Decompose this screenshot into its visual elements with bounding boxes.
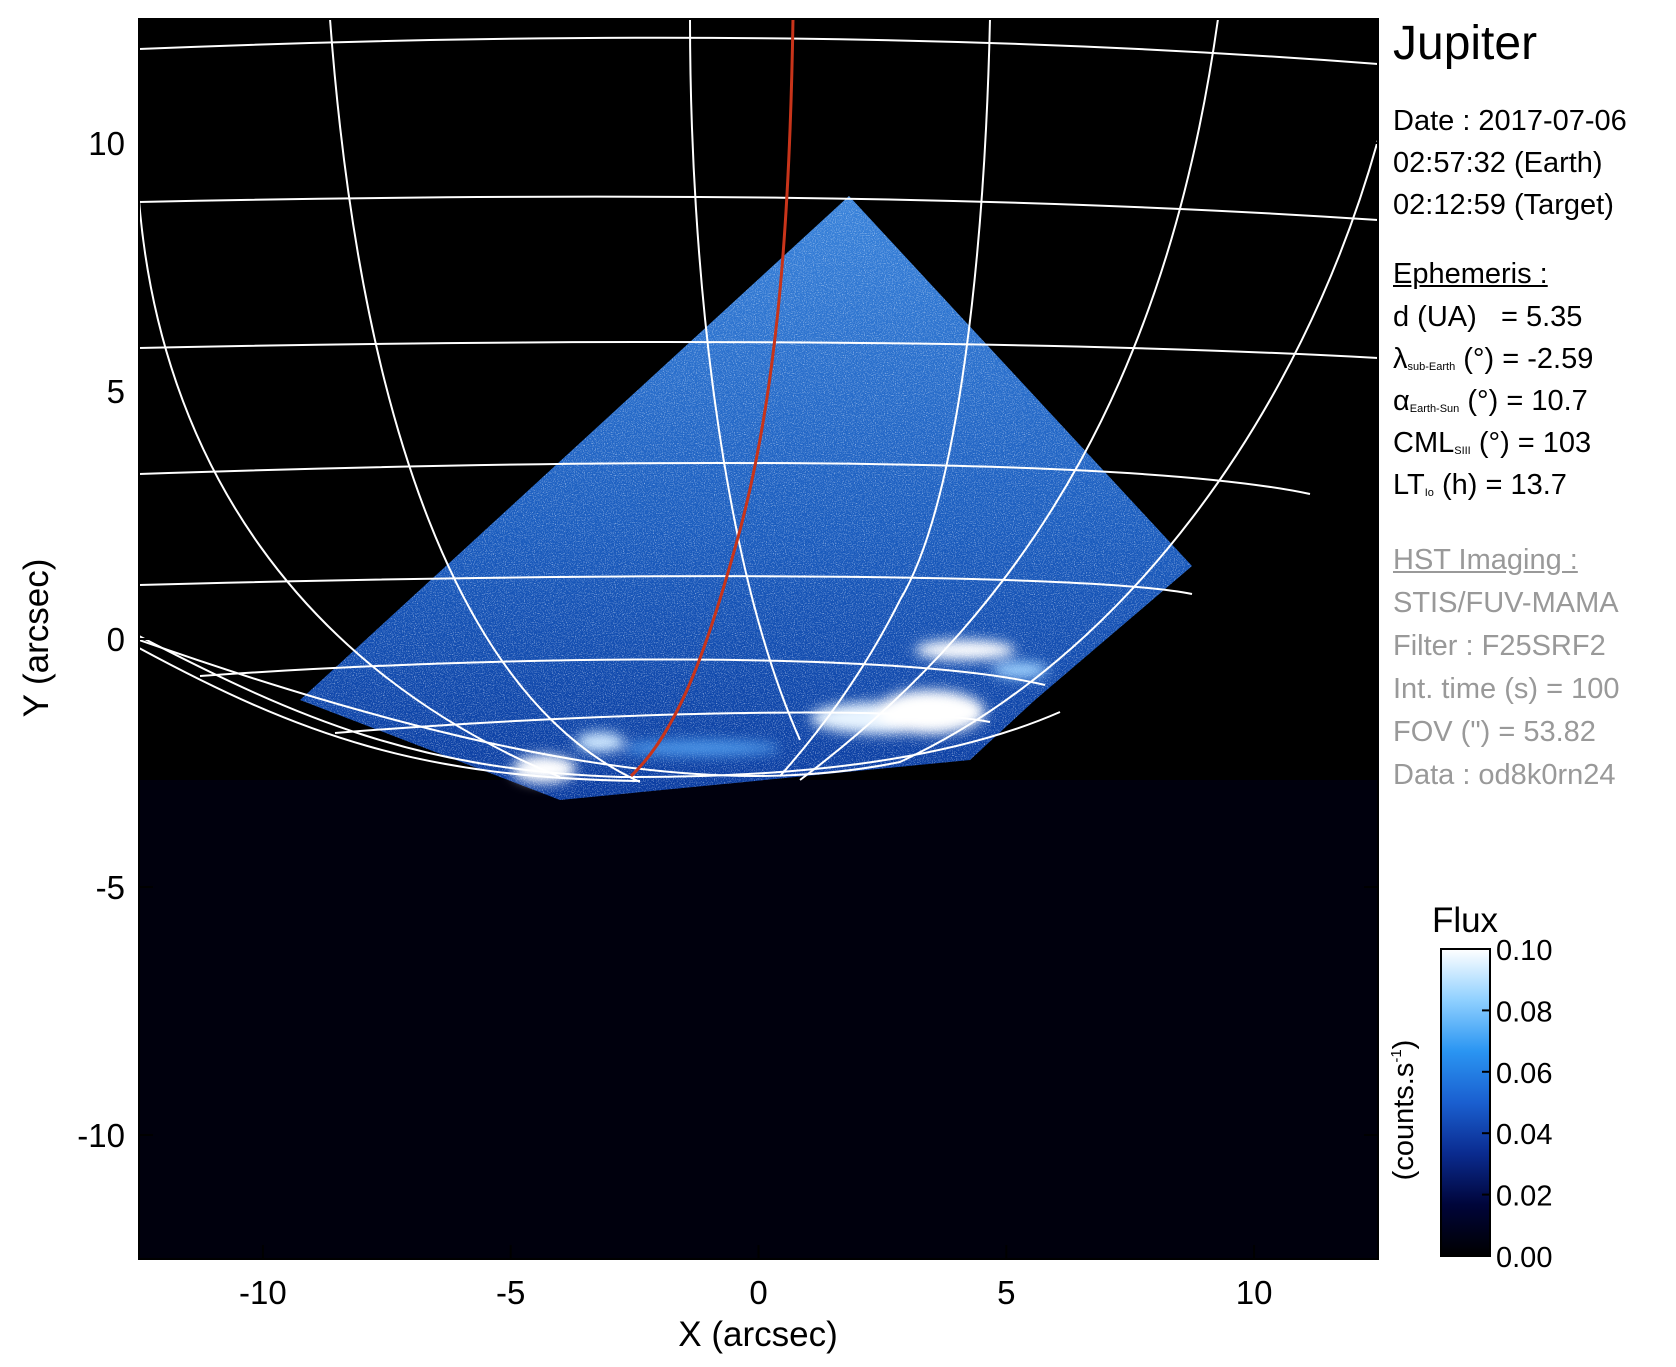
hst-dataset-id: Data : od8k0rn24: [1393, 759, 1616, 791]
planetary-grid: [139, 19, 1378, 783]
colorbar-title: Flux: [1432, 901, 1499, 940]
hst-integration-time: Int. time (s) = 100: [1393, 673, 1620, 705]
latitude-line: [139, 575, 1193, 595]
longitude-line: [779, 19, 991, 777]
colorbar-unit-label: (counts.s-1): [1388, 1040, 1420, 1181]
longitude-line: [799, 19, 1219, 781]
colorbar: [1440, 948, 1491, 1257]
latitude-line: [334, 711, 991, 734]
colorbar-tick-label: 0.06: [1496, 1058, 1552, 1090]
x-tick-label: 0: [749, 1274, 767, 1311]
observation-target-time: 02:12:59 (Target): [1393, 189, 1614, 221]
y-tick-label: 10: [88, 125, 125, 162]
y-axis-ticks: -10 -5 0 5 10: [77, 125, 1378, 1154]
ephemeris-cml: CMLSIII (°) = 103: [1393, 427, 1592, 459]
latitude-line: [199, 658, 1046, 686]
latitude-line: [139, 647, 641, 782]
hst-field-of-view: FOV (") = 53.82: [1393, 716, 1596, 748]
longitude-line: [329, 19, 641, 783]
latitude-line: [139, 341, 1378, 359]
colorbar-tick-label: 0.04: [1496, 1119, 1552, 1151]
y-tick-label: 0: [107, 621, 125, 658]
y-tick-label: -10: [77, 1117, 125, 1154]
colorbar-tick-label: 0.02: [1496, 1181, 1552, 1213]
hst-header: HST Imaging :: [1393, 544, 1578, 576]
hst-filter: Filter : F25SRF2: [1393, 630, 1606, 662]
colorbar-tick-label: 0.00: [1496, 1242, 1552, 1274]
lower-faint-background: [139, 780, 1378, 1259]
y-tick-label: -5: [96, 869, 125, 906]
ephemeris-distance: d (UA) = 5.35: [1393, 301, 1583, 333]
y-tick-label: 5: [107, 373, 125, 410]
x-tick-label: 10: [1236, 1274, 1273, 1311]
x-tick-label: 5: [997, 1274, 1015, 1311]
latitude-line: [139, 635, 1061, 779]
latitude-line: [139, 36, 1378, 65]
ephemeris-header: Ephemeris :: [1393, 258, 1548, 290]
limb: [139, 139, 1378, 777]
latitude-line: [139, 462, 1311, 495]
image-panel: [139, 19, 1378, 1259]
x-tick-label: -5: [496, 1274, 525, 1311]
x-axis-label: X (arcsec): [678, 1315, 837, 1354]
colorbar-tick-label: 0.08: [1496, 996, 1552, 1028]
colorbar-tick-label: 0.10: [1496, 935, 1552, 967]
longitude-line: [139, 199, 561, 778]
ephemeris-sub-earth-latitude: λsub-Earth (°) = -2.59: [1393, 343, 1594, 375]
observation-earth-time: 02:57:32 (Earth): [1393, 147, 1603, 179]
observation-date: Date : 2017-07-06: [1393, 105, 1627, 137]
x-axis-ticks: -10 -5 0 5 10: [239, 19, 1272, 1311]
ephemeris-io-local-time: LTIo (h) = 13.7: [1393, 469, 1567, 501]
longitude-line: [689, 19, 801, 741]
target-title: Jupiter: [1393, 17, 1538, 70]
y-axis-label: Y (arcsec): [17, 559, 56, 718]
colorbar-ticks: 0.10 0.08 0.06 0.04 0.02 0.00: [1482, 935, 1552, 1274]
io-footprint-trace: [629, 19, 795, 778]
latitude-line: [139, 195, 1378, 221]
hst-instrument: STIS/FUV-MAMA: [1393, 587, 1619, 619]
x-tick-label: -10: [239, 1274, 287, 1311]
ephemeris-phase-angle: αEarth-Sun (°) = 10.7: [1393, 385, 1588, 417]
